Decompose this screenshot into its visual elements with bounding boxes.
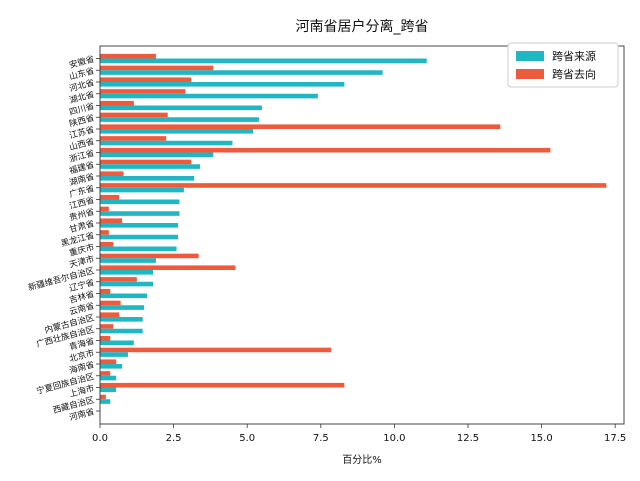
bar-source-1 (100, 70, 383, 75)
bar-source-4 (100, 105, 262, 111)
bar-dest-11 (100, 183, 607, 188)
bar-dest-21 (100, 300, 121, 306)
bar-dest-9 (100, 159, 192, 165)
axes-layer: 安徽省山东省河北省湖北省四川省陕西省江苏省山西省浙江省福建省湖南省广东省江西省贵… (27, 45, 626, 444)
bar-dest-14 (100, 218, 123, 223)
bar-source-27 (100, 375, 117, 381)
bar-dest-26 (100, 359, 117, 364)
bar-source-0 (100, 58, 427, 64)
bar-source-29 (100, 399, 111, 404)
bar-dest-23 (100, 324, 114, 329)
bar-dest-17 (100, 253, 199, 259)
bar-source-14 (100, 223, 179, 228)
x-axis-label: 百分比% (342, 454, 382, 466)
bar-source-12 (100, 199, 180, 205)
bar-source-21 (100, 305, 145, 310)
bar-source-26 (100, 364, 123, 369)
bar-dest-20 (100, 288, 111, 294)
bar-source-3 (100, 93, 318, 99)
bar-source-20 (100, 293, 148, 299)
bar-dest-24 (100, 335, 111, 341)
bar-dest-27 (100, 371, 111, 376)
bar-dest-7 (100, 136, 167, 141)
bar-dest-10 (100, 171, 124, 176)
bar-dest-29 (100, 394, 106, 400)
x-tick-label-5: 12.5 (457, 433, 479, 444)
x-tick-label-2: 5.0 (239, 433, 255, 444)
legend: 跨省来源 跨省去向 (507, 42, 619, 88)
bar-source-15 (100, 234, 179, 240)
bar-source-5 (100, 117, 259, 122)
bar-dest-13 (100, 206, 109, 212)
bar-source-16 (100, 246, 177, 252)
legend-label-source: 跨省来源 (552, 49, 596, 63)
bar-dest-19 (100, 277, 137, 282)
bar-source-22 (100, 317, 143, 322)
bar-dest-8 (100, 147, 551, 153)
bar-dest-4 (100, 100, 134, 106)
bar-source-18 (100, 270, 153, 275)
bar-dest-16 (100, 241, 114, 247)
bar-source-17 (100, 258, 156, 263)
bar-dest-12 (100, 194, 120, 200)
x-tick-label-1: 2.5 (166, 433, 182, 444)
bar-source-7 (100, 140, 233, 146)
legend-swatch-source (516, 51, 544, 61)
bar-dest-18 (100, 265, 236, 270)
bar-source-10 (100, 176, 195, 181)
bar-source-23 (100, 328, 143, 334)
plot-frame (99, 45, 625, 425)
bar-source-28 (100, 387, 117, 393)
bar-dest-28 (100, 382, 345, 388)
bar-dest-5 (100, 112, 168, 118)
x-tick-label-6: 15.0 (530, 433, 552, 444)
bar-source-19 (100, 281, 153, 287)
bar-dest-25 (100, 347, 332, 353)
bar-dest-0 (100, 53, 156, 59)
bar-source-11 (100, 187, 184, 193)
bar-source-13 (100, 211, 180, 216)
legend-swatch-dest (516, 69, 544, 79)
bar-dest-22 (100, 312, 120, 317)
bar-source-8 (100, 152, 214, 158)
bar-dest-15 (100, 230, 109, 235)
x-tick-label-0: 0.0 (92, 433, 108, 444)
bar-source-9 (100, 164, 201, 169)
bar-dest-6 (100, 124, 501, 129)
legend-label-dest: 跨省去向 (552, 67, 596, 81)
bar-dest-3 (100, 89, 186, 94)
bar-source-2 (100, 82, 345, 87)
x-tick-label-3: 7.5 (313, 433, 329, 444)
chart-title: 河南省居户分离_跨省 (296, 18, 429, 35)
bar-source-24 (100, 340, 134, 346)
bar-source-25 (100, 352, 128, 357)
bar-dest-1 (100, 65, 214, 71)
x-tick-label-4: 10.0 (383, 433, 405, 444)
x-tick-label-7: 17.5 (604, 433, 626, 444)
bars-layer (100, 53, 607, 404)
bar-source-6 (100, 129, 254, 134)
bar-dest-2 (100, 77, 192, 82)
